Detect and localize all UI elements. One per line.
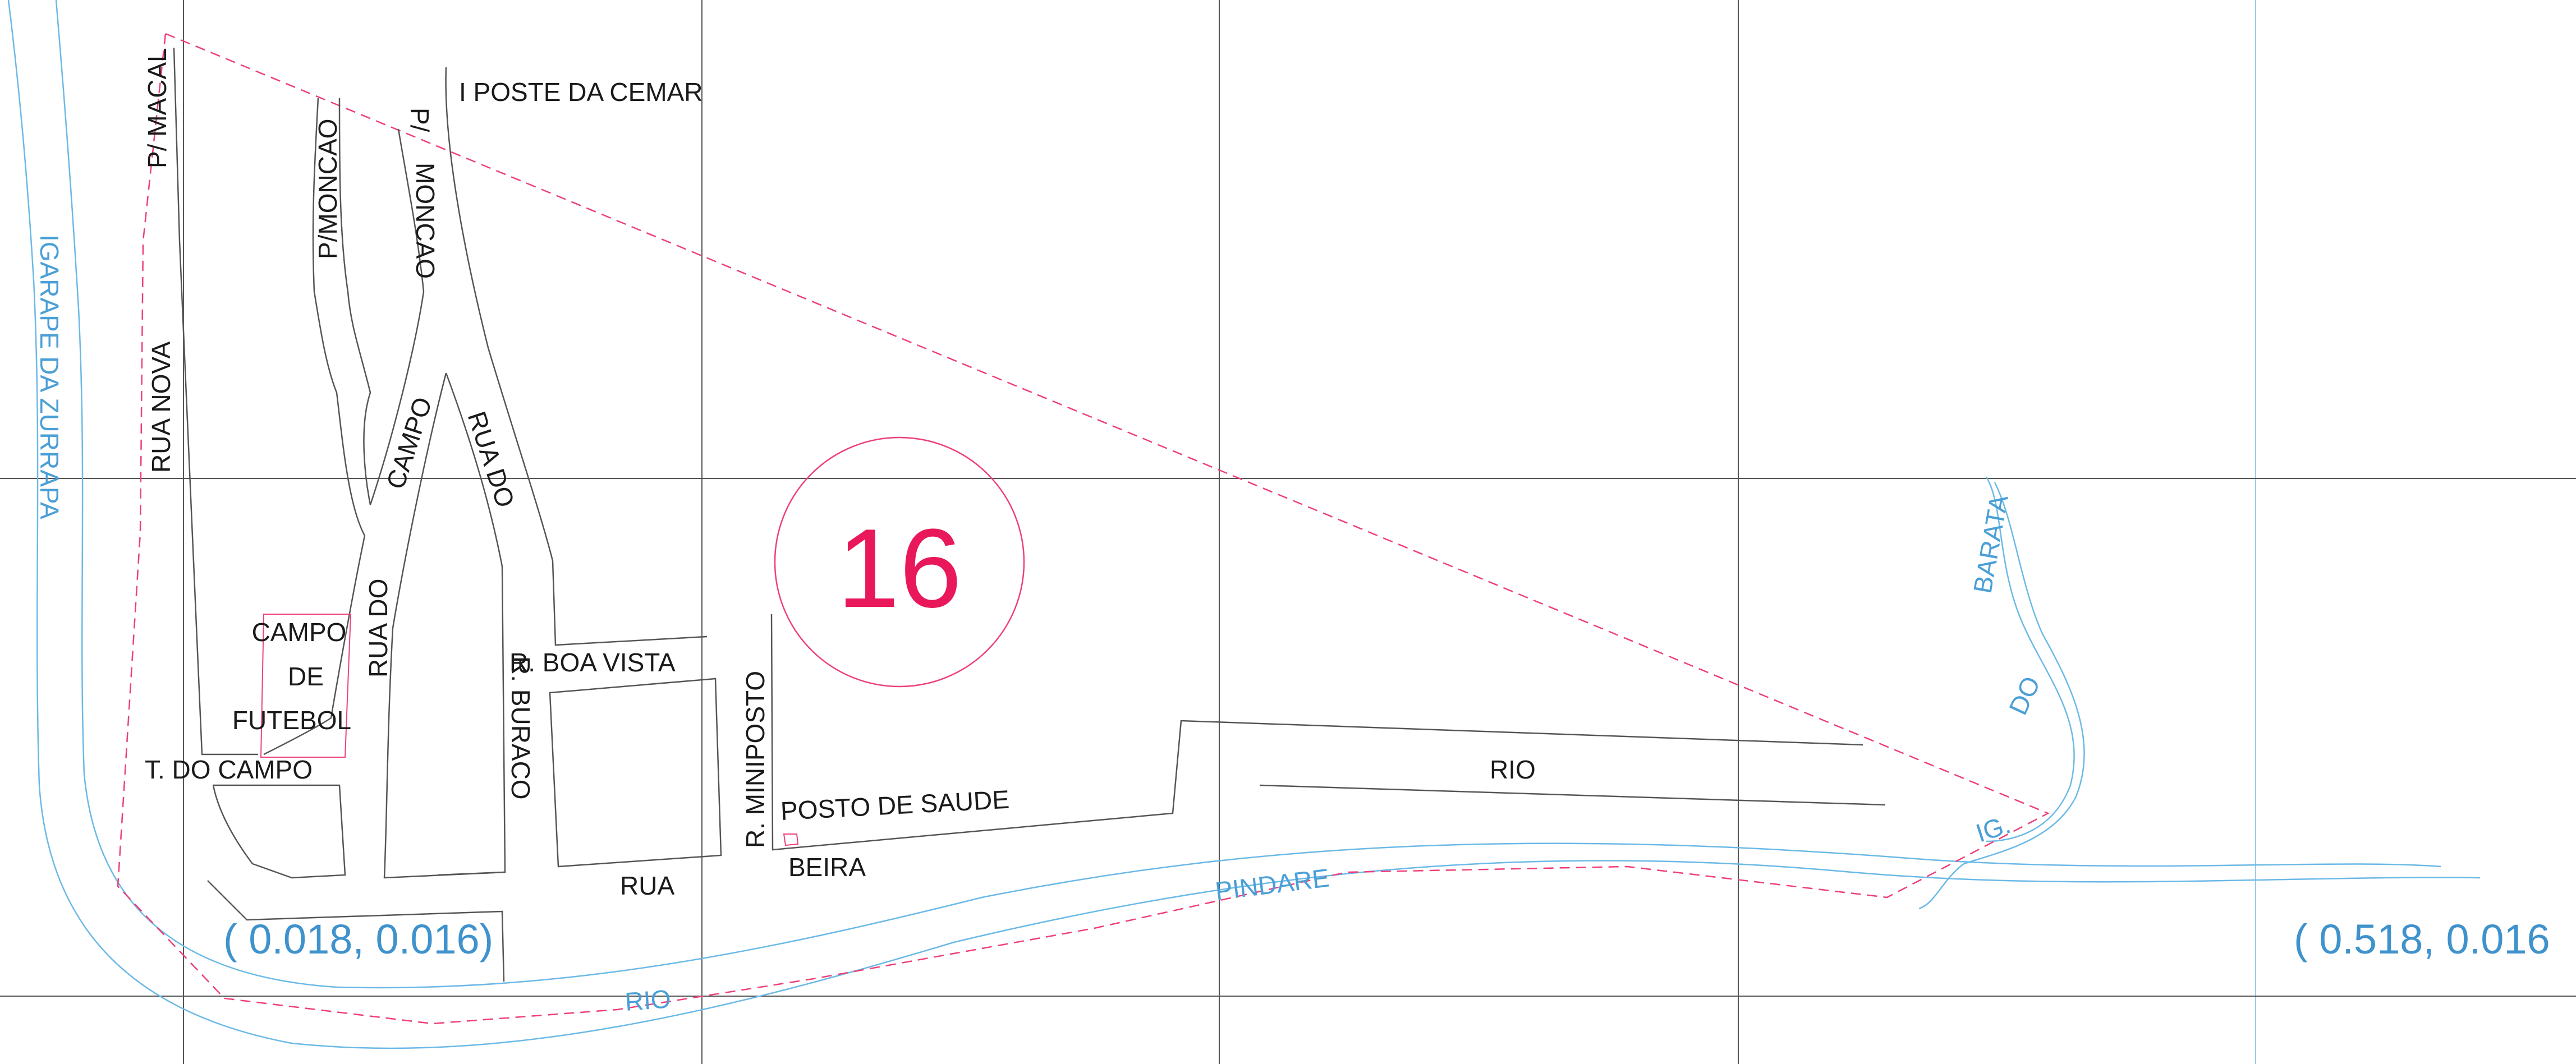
landmark-campo-line2: DE xyxy=(288,662,324,691)
coord-label-right: ( 0.518, 0.016 xyxy=(2294,916,2550,962)
street-label-p-moncao-2a: P/ xyxy=(405,108,434,132)
road-miniposto xyxy=(770,614,1863,851)
road-campo-inner-2 xyxy=(437,372,506,876)
road-moncao-right xyxy=(369,128,425,505)
road-rua-do-left xyxy=(263,535,366,756)
street-label-p-macal: P/ MACAL xyxy=(143,48,172,168)
barata-bank-2 xyxy=(1963,482,2085,865)
sheet-number: 16 xyxy=(837,506,962,631)
water-lines xyxy=(7,0,2481,1049)
landmark-campo-line3: FUTEBOL xyxy=(232,706,351,735)
street-label-p-moncao-2b: MONCAO xyxy=(411,163,440,279)
boundary-line xyxy=(117,33,2050,1025)
igarape-bank-inner xyxy=(55,0,2441,989)
road-rio xyxy=(1259,784,1886,806)
water-label-barata: BARATA xyxy=(1968,492,2014,596)
road-rua-do-mid xyxy=(383,372,506,879)
water-label-igarape: IGARAPE DA ZURRAPA xyxy=(35,234,64,519)
road-moncao-left xyxy=(312,98,366,536)
road-moncao-mid xyxy=(338,98,371,505)
water-label-pindare: PINDARE xyxy=(1214,863,1331,906)
road-block-1 xyxy=(212,784,346,879)
street-label-boa-vista: R. BOA VISTA xyxy=(509,648,676,677)
street-label-rua-do-left: RUA DO xyxy=(364,579,393,678)
street-label-rua: RUA xyxy=(620,871,674,900)
street-label-poste-cemar: I POSTE DA CEMAR xyxy=(459,77,703,107)
street-label-t-do-campo: T. DO CAMPO xyxy=(145,755,313,784)
road-rua-nova-left xyxy=(173,47,258,756)
rio-pindare-bank xyxy=(1918,863,1964,910)
road-bottom-left xyxy=(207,880,505,982)
igarape-bank-outer xyxy=(7,0,2481,1049)
coord-label-left: ( 0.018, 0.016) xyxy=(223,916,493,962)
street-label-rio: RIO xyxy=(1490,755,1536,784)
street-label-rua-nova: RUA NOVA xyxy=(146,341,176,473)
street-label-p-moncao-1: P/MONCAO xyxy=(313,119,342,259)
street-label-posto-saude: POSTO DE SAUDE xyxy=(780,785,1010,826)
water-label-ig: IG. xyxy=(1972,809,2014,847)
barata-bank xyxy=(1985,476,2075,842)
water-label-do: DO xyxy=(2003,672,2046,720)
campo-futebol-outline xyxy=(260,614,352,758)
street-label-r-buraco: R. BURACO xyxy=(506,656,535,800)
water-label-rio: RIO xyxy=(624,984,672,1016)
posto-saude-marker xyxy=(783,833,799,846)
road-lines xyxy=(173,47,1886,982)
road-block-2 xyxy=(549,678,722,868)
street-label-beira: BEIRA xyxy=(788,853,866,882)
road-campo-inner xyxy=(445,67,708,646)
landmark-campo-line1: CAMPO xyxy=(252,618,347,647)
sheet-circle xyxy=(774,436,1025,688)
street-label-r-miniposto: R. MINIPOSTO xyxy=(741,671,770,848)
